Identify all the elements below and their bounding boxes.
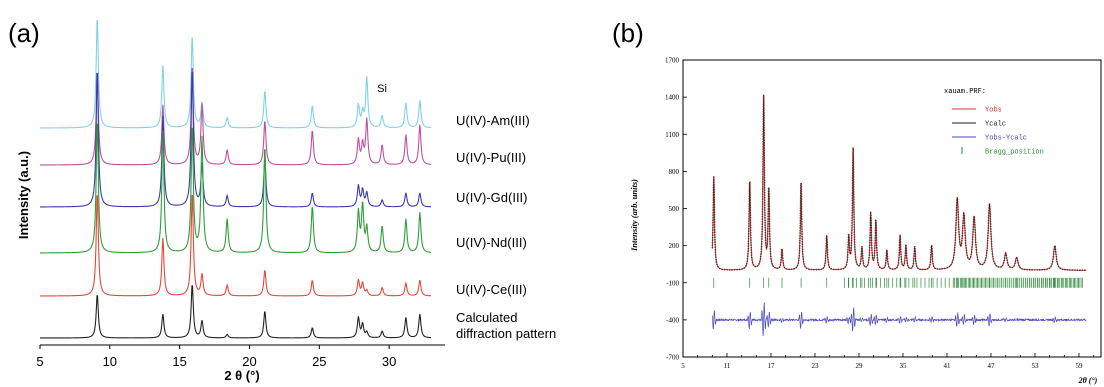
x-tick-label: 17	[768, 362, 776, 370]
x-tick-label: 15	[172, 354, 186, 369]
chart-b-x-ticks: 5 11 17 23 29 35 41 47 53 59	[681, 353, 1095, 370]
x-tick-label: 35	[900, 362, 908, 370]
x-tick-label: 47	[988, 362, 996, 370]
y-tick-label: 500	[669, 205, 680, 213]
chart-b-legend: xauam.PRF: Yobs Ycalc Yobs-Ycalc Bragg_posi…	[944, 88, 1044, 157]
x-tick-label: 53	[1032, 362, 1040, 370]
y-tick-label: 1400	[665, 94, 680, 102]
chart-b-y-ticks: -700 -400 -100 200 500 800 1100 1400 1700	[665, 57, 687, 362]
series-label-nd: U(IV)-Nd(III)	[456, 235, 527, 250]
y-tick-label: 1100	[665, 131, 679, 139]
ycalc-trace	[712, 94, 1087, 271]
legend-label: Yobs-Ycalc	[985, 135, 1027, 143]
x-tick-label: 11	[724, 362, 731, 370]
y-tick-label: -100	[666, 279, 679, 287]
chart-a-xlabel: 2 θ (°)	[224, 368, 259, 383]
series-trace	[40, 194, 432, 297]
difference-trace	[711, 302, 1087, 337]
x-tick-label: 10	[103, 354, 117, 369]
series-trace	[40, 20, 432, 129]
legend-title: xauam.PRF:	[944, 88, 986, 96]
chart-a-ylabel: Intensity (a.u.)	[16, 151, 31, 239]
chart-b-frame	[682, 59, 1102, 358]
legend-label: Ycalc	[985, 121, 1006, 129]
series-label-am: U(IV)-Am(III)	[456, 113, 530, 128]
y-tick-label: -400	[666, 316, 679, 324]
y-tick-label: 1700	[665, 57, 680, 65]
legend-label: Bragg_position	[985, 149, 1044, 157]
y-tick-label: 800	[669, 168, 680, 176]
y-tick-label: -700	[666, 354, 679, 362]
chart-b-xlabel: 2θ (°)	[1078, 376, 1098, 385]
x-tick-label: 29	[856, 362, 864, 370]
chart-a-traces	[40, 20, 432, 339]
x-tick-label: 20	[242, 354, 256, 369]
chart-b-traces	[711, 94, 1087, 337]
series-label-calc-1: Calculated	[456, 310, 517, 325]
chart-a-annotation-si: Si	[377, 83, 387, 95]
chart-a-x-ticks: 5 10 15 20 25 30	[36, 345, 396, 369]
series-trace	[40, 285, 432, 339]
series-label-pu: U(IV)-Pu(III)	[456, 150, 526, 165]
x-tick-label: 23	[812, 362, 820, 370]
x-tick-label: 25	[312, 354, 326, 369]
chart-b-ylabel: Intensity (arb. units)	[629, 179, 639, 252]
panel-label-a: (a)	[8, 18, 40, 48]
x-tick-label: 5	[36, 354, 43, 369]
series-trace	[40, 123, 432, 254]
x-tick-label: 41	[944, 362, 952, 370]
x-tick-label: 5	[681, 362, 685, 370]
series-label-calc-2: diffraction pattern	[456, 326, 556, 341]
panel-label-b: (b)	[612, 18, 644, 48]
chart-a: 5 10 15 20 25 30 Intensity (a.u.) 2 θ (°) Si …	[16, 20, 556, 383]
series-label-gd: U(IV)-Gd(III)	[456, 190, 528, 205]
legend-label: Yobs	[985, 107, 1002, 115]
x-tick-label: 30	[382, 354, 396, 369]
y-tick-label: 200	[669, 242, 680, 250]
chart-b: -700 -400 -100 200 500 800 1100 1400 1700 5 11 17 2…	[629, 57, 1102, 385]
series-label-ce: U(IV)-Ce(III)	[456, 282, 527, 297]
series-trace	[40, 72, 432, 208]
series-trace	[40, 67, 432, 166]
x-tick-label: 59	[1076, 362, 1084, 370]
